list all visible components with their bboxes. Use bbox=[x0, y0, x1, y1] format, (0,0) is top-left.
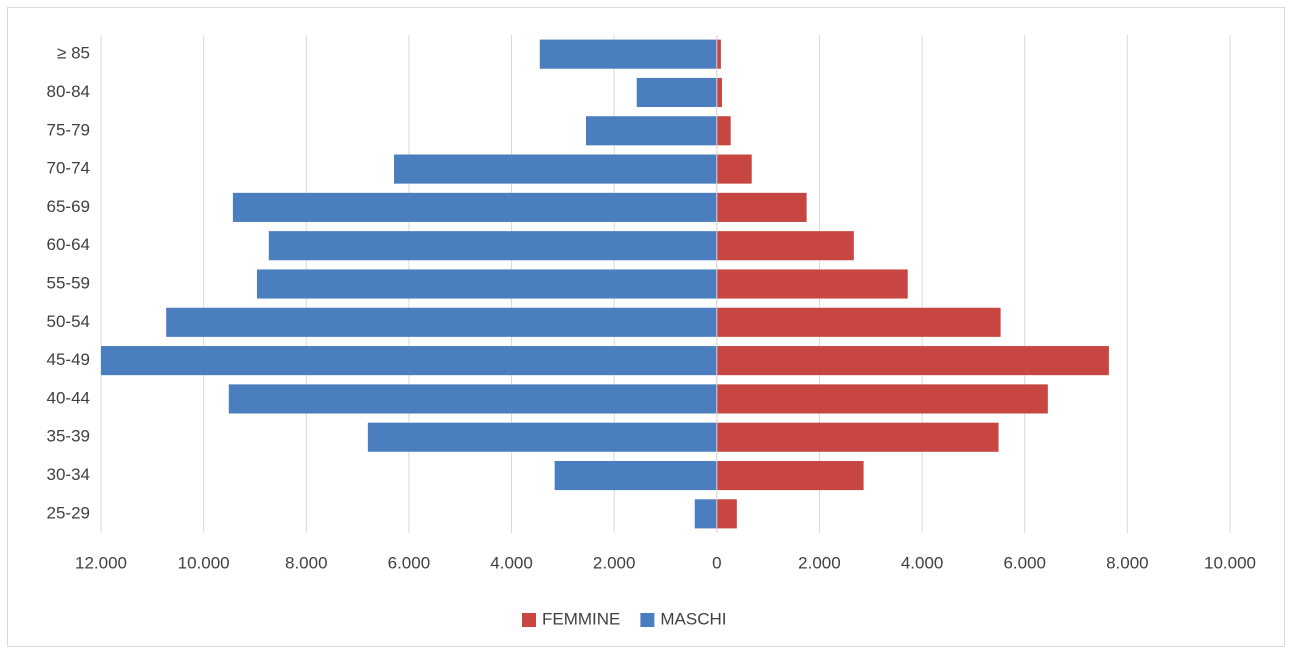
y-tick-label: 35-39 bbox=[47, 427, 90, 446]
x-tick-label: 4.000 bbox=[490, 553, 533, 572]
y-tick-label: 45-49 bbox=[47, 350, 90, 369]
x-tick-label: 10.000 bbox=[1204, 553, 1256, 572]
bar bbox=[257, 269, 717, 299]
bar bbox=[554, 460, 717, 491]
x-tick-label: 0 bbox=[712, 553, 721, 572]
x-tick-label: 4.000 bbox=[901, 553, 944, 572]
bar bbox=[716, 77, 722, 108]
legend-swatch bbox=[640, 613, 655, 627]
bar bbox=[716, 269, 908, 299]
y-tick-label: 80-84 bbox=[47, 82, 90, 101]
y-tick-label: 40-44 bbox=[47, 388, 90, 407]
bar bbox=[716, 231, 854, 261]
x-tick-label: 6.000 bbox=[1003, 553, 1046, 572]
bar bbox=[694, 499, 717, 529]
x-tick-label: 12.000 bbox=[75, 553, 127, 572]
y-tick-label: 65-69 bbox=[47, 197, 90, 216]
bar bbox=[268, 231, 717, 261]
legend-swatch bbox=[522, 613, 536, 627]
bar bbox=[716, 39, 721, 69]
y-tick-label: 60-64 bbox=[47, 235, 90, 254]
y-tick-label: ≥ 85 bbox=[57, 44, 90, 63]
bar bbox=[716, 460, 864, 491]
y-tick-label: 25-29 bbox=[47, 503, 90, 522]
x-tick-label: 2.000 bbox=[593, 553, 636, 572]
bar bbox=[716, 499, 737, 529]
bar bbox=[228, 384, 717, 414]
bar bbox=[394, 154, 717, 184]
bar bbox=[716, 384, 1048, 414]
bar bbox=[716, 307, 1001, 337]
y-tick-label: 55-59 bbox=[47, 273, 90, 292]
bar bbox=[636, 77, 717, 108]
bar bbox=[367, 422, 717, 452]
bar bbox=[716, 154, 752, 184]
x-tick-label: 8.000 bbox=[285, 553, 328, 572]
legend-label: FEMMINE bbox=[542, 609, 620, 628]
y-tick-label: 75-79 bbox=[47, 120, 90, 139]
x-tick-label: 6.000 bbox=[388, 553, 431, 572]
y-tick-label: 70-74 bbox=[47, 159, 90, 178]
x-tick-label: 2.000 bbox=[798, 553, 841, 572]
bar bbox=[716, 192, 807, 222]
y-tick-label: 50-54 bbox=[47, 312, 90, 331]
x-tick-label: 8.000 bbox=[1106, 553, 1149, 572]
bar bbox=[716, 346, 1109, 376]
legend-label: MASCHI bbox=[660, 609, 726, 628]
bar bbox=[585, 116, 717, 146]
x-tick-label: 10.000 bbox=[178, 553, 230, 572]
y-tick-label: 30-34 bbox=[47, 465, 90, 484]
bar bbox=[101, 346, 717, 376]
bar bbox=[232, 192, 717, 222]
bar bbox=[166, 307, 717, 337]
bar bbox=[539, 39, 717, 69]
bar bbox=[716, 116, 731, 146]
bar bbox=[716, 422, 999, 452]
